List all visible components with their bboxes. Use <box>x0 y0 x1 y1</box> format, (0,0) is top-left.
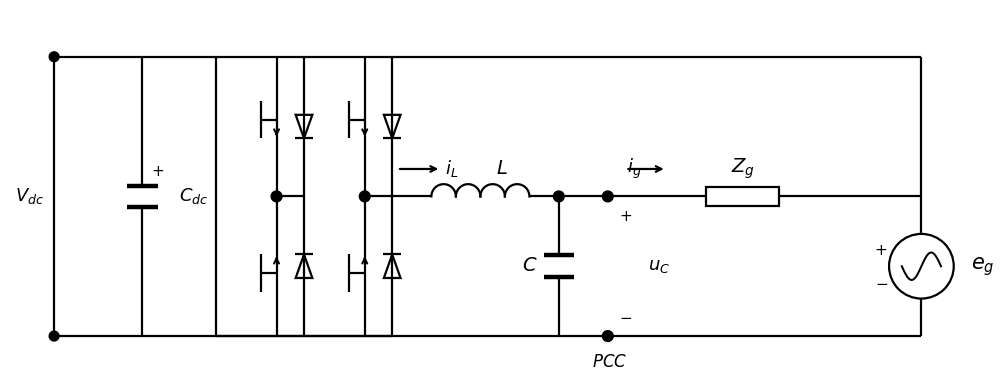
Text: +: + <box>875 243 888 258</box>
Circle shape <box>359 191 370 202</box>
Text: $PCC$: $PCC$ <box>592 354 627 371</box>
Text: $i_g$: $i_g$ <box>627 157 642 181</box>
Text: $Z_g$: $Z_g$ <box>731 157 755 181</box>
Text: $i_L$: $i_L$ <box>445 159 458 179</box>
Text: +: + <box>619 209 632 223</box>
Circle shape <box>602 331 613 341</box>
Circle shape <box>553 191 564 202</box>
Circle shape <box>49 331 59 341</box>
Circle shape <box>49 52 59 62</box>
Circle shape <box>602 191 613 202</box>
Text: $L$: $L$ <box>496 160 508 178</box>
Text: $-$: $-$ <box>619 309 632 324</box>
Text: $C$: $C$ <box>522 257 537 275</box>
Circle shape <box>271 191 282 202</box>
Text: $-$: $-$ <box>875 275 888 290</box>
Text: $V_{dc}$: $V_{dc}$ <box>15 186 44 207</box>
Bar <box>706 187 779 206</box>
Text: $C_{dc}$: $C_{dc}$ <box>179 186 208 207</box>
Text: $u_C$: $u_C$ <box>648 257 670 275</box>
Text: $e_g$: $e_g$ <box>971 255 995 278</box>
Text: +: + <box>152 164 164 179</box>
